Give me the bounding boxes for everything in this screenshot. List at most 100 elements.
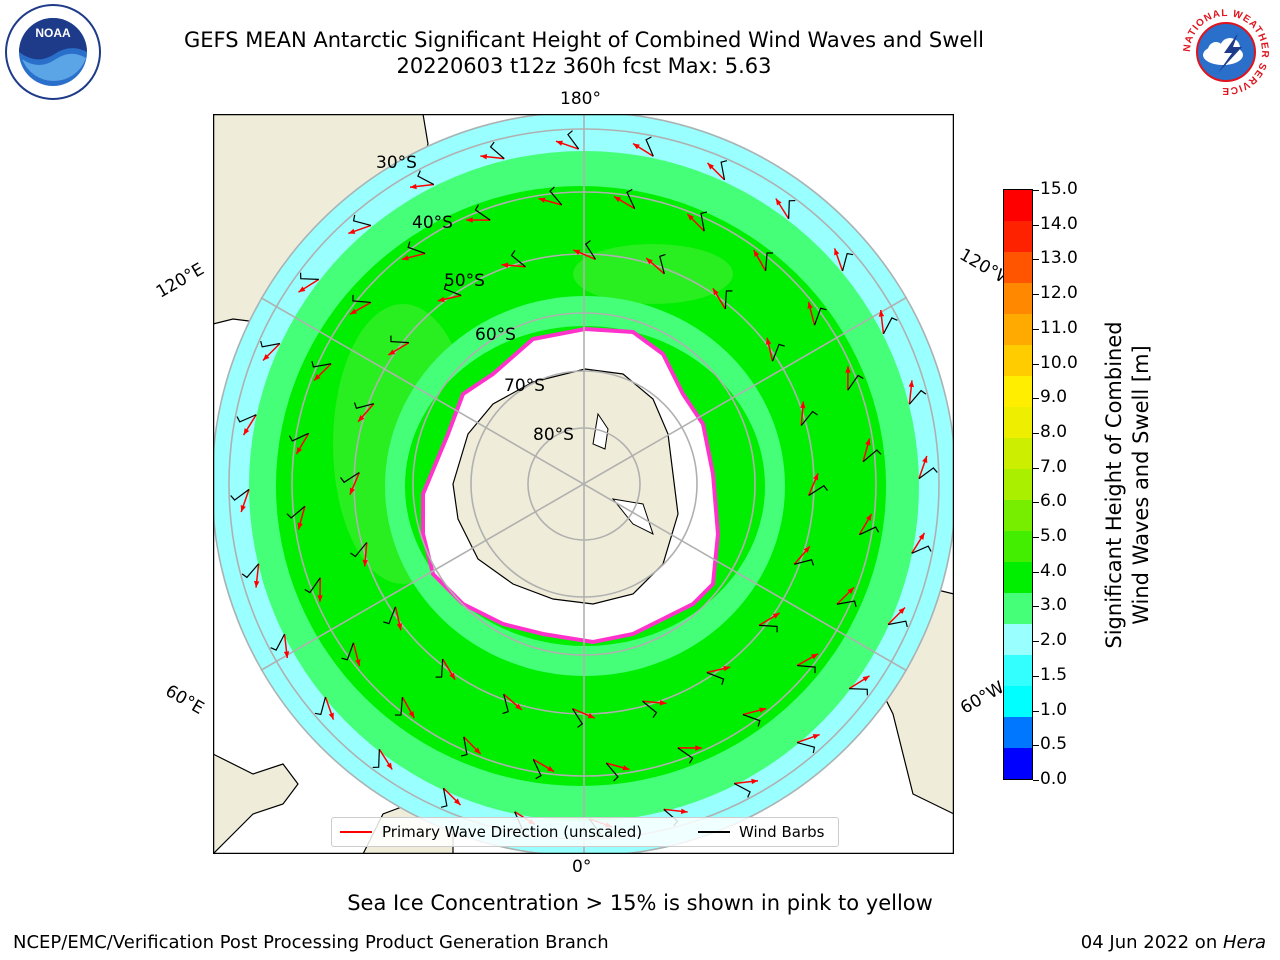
colorbar-tick-mark [1033, 432, 1039, 434]
wind-barb [859, 526, 880, 536]
wave-arrow-head [765, 337, 772, 345]
colorbar-segment [1004, 561, 1032, 593]
wave-arrow-head [845, 366, 851, 373]
wave-arrow-head [800, 401, 806, 409]
wave-arrow-head [775, 198, 782, 206]
land-africa [213, 753, 299, 854]
lat-label-40s: 40°S [412, 213, 453, 233]
colorbar-tick-label: 7.0 [1040, 456, 1068, 477]
colorbar-segment [1004, 716, 1032, 748]
wave-arrow-head [834, 248, 840, 256]
colorbar-tick-label: 12.0 [1040, 283, 1078, 304]
wave-arrow-head [388, 349, 396, 356]
wave-arrow-head [878, 309, 885, 317]
wind-barb [742, 713, 761, 727]
wind-barb [460, 736, 468, 757]
wind-barb [677, 747, 694, 764]
wind-barb [567, 130, 580, 150]
wind-barb [549, 186, 563, 206]
colorbar-tick-mark [1033, 398, 1039, 400]
wave-arrow-head [449, 672, 456, 680]
wave-arrow-head [759, 707, 767, 713]
colorbar-segment [1004, 437, 1032, 469]
colorbar-tick-mark [1033, 259, 1039, 261]
colorbar-tick-mark [1033, 537, 1039, 539]
wave-arrow-head [328, 712, 334, 720]
wind-barb [340, 472, 360, 484]
noaa-logo-text: NOAA [35, 26, 71, 40]
colorbar-tick-label: 2.0 [1040, 630, 1068, 651]
colorbar-segment [1004, 499, 1032, 531]
wave-arrow-head [515, 703, 522, 710]
wind-barb [659, 253, 666, 274]
wave-arrow-head [348, 228, 356, 234]
colorbar-segment [1004, 282, 1032, 314]
wind-barb [299, 272, 319, 280]
wave-arrow-head [437, 296, 445, 303]
wave-arrow-head [723, 665, 731, 672]
wave-arrow-head [751, 778, 759, 785]
wave-arrow-head [807, 301, 813, 309]
wind-barb [706, 671, 725, 685]
wind-barb [435, 659, 444, 678]
wave-arrow-head [803, 546, 810, 553]
lat-label-60s: 60°S [475, 325, 516, 345]
wind-barb [314, 696, 327, 716]
colorbar-title: Significant Height of Combined Wind Wave… [1101, 275, 1155, 695]
wave-arrow-head [538, 197, 546, 203]
wind-barb [759, 624, 778, 633]
legend-barb-label: Wind Barbs [739, 823, 825, 841]
wind-barb [847, 374, 864, 391]
wave-arrow-head [812, 734, 820, 740]
wave-arrow-head [466, 217, 473, 223]
wind-barb [771, 343, 785, 362]
map-legend: Primary Wave Direction (unscaled) Wind B… [331, 817, 839, 847]
wind-barb [584, 240, 596, 260]
wave-arrow-head [297, 522, 303, 530]
colorbar-segment [1004, 220, 1032, 252]
wave-arrow-head [680, 808, 688, 814]
colorbar-tick-label: 3.0 [1040, 595, 1068, 616]
wave-arrow-head [349, 308, 357, 315]
wind-barb [241, 563, 260, 579]
colorbar-tick-label: 9.0 [1040, 387, 1068, 408]
wave-arrow-head [613, 196, 621, 203]
wind-barb [605, 762, 619, 782]
footer-credit: NCEP/EMC/Verification Post Processing Pr… [13, 932, 609, 953]
colorbar-segment [1004, 375, 1032, 407]
wind-barb [390, 335, 409, 344]
wind-barb [341, 642, 355, 661]
colorbar-tick-label: 11.0 [1040, 317, 1078, 338]
colorbar-segment [1004, 251, 1032, 283]
wind-barb [808, 484, 828, 496]
colorbar [1003, 189, 1033, 780]
wind-barb [407, 241, 426, 255]
wind-barb [645, 136, 654, 157]
wind-barb [911, 545, 932, 554]
wind-barb [288, 432, 309, 442]
colorbar-tick-label: 15.0 [1040, 179, 1078, 199]
wind-barb [286, 505, 306, 519]
wind-barb [510, 250, 526, 268]
wave-arrow-head [918, 532, 925, 540]
wind-barb [532, 759, 542, 780]
map-title-line2: 20220603 t12z 360h fcst Max: 5.63 [396, 54, 772, 78]
sea-ice-note: Sea Ice Concentration > 15% is shown in … [347, 891, 933, 915]
footer-host: Hera [1222, 932, 1266, 953]
colorbar-tick-mark [1033, 571, 1039, 573]
colorbar-tick-mark [1033, 328, 1039, 330]
wave-arrow-head [811, 653, 819, 660]
wave-arrow-head [243, 428, 250, 436]
wave-arrow-head [314, 374, 321, 381]
wave-arrow-head [262, 354, 270, 361]
lon-label-120e: 120°E [152, 259, 208, 303]
legend-barb-swatch [698, 831, 730, 833]
footer-date-text: 04 Jun 2022 on [1080, 932, 1223, 953]
wind-barb [353, 402, 374, 409]
wave-arrow-head [474, 747, 481, 754]
colorbar-tick-mark [1033, 467, 1039, 469]
wave-arrow-head [386, 762, 393, 770]
colorbar-segment [1004, 685, 1032, 717]
wind-barb [720, 160, 728, 181]
wind-barb [352, 214, 372, 227]
